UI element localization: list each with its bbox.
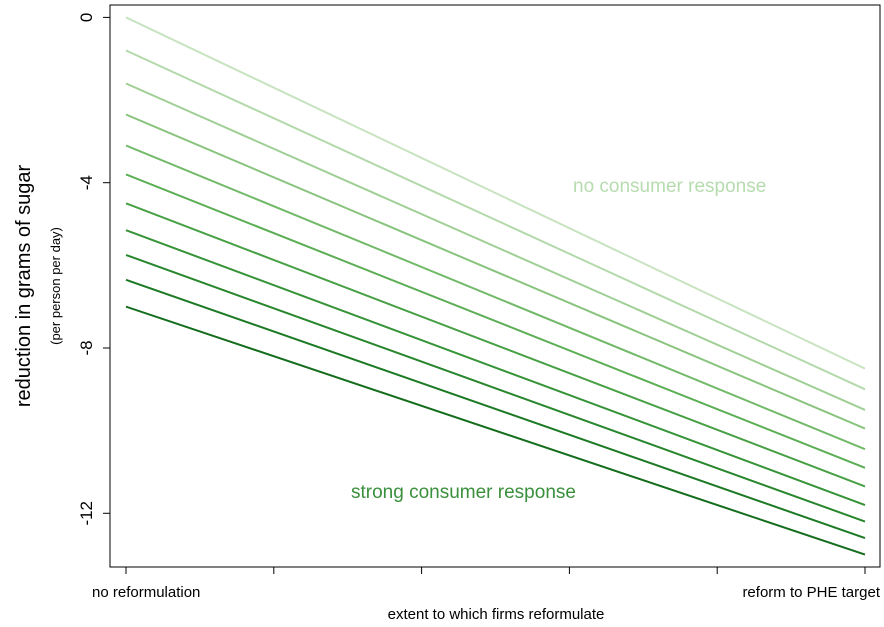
series-line-4 xyxy=(125,113,866,430)
annotation-no-response: no consumer response xyxy=(573,176,766,197)
y-ticks: 0 -4 -8 -12 xyxy=(77,13,110,526)
y-tick-label: -4 xyxy=(77,175,96,190)
y-tick-label: -12 xyxy=(77,501,96,526)
series-line-8 xyxy=(125,229,866,506)
y-tick-label: -8 xyxy=(77,340,96,355)
series-line-9 xyxy=(125,254,866,523)
x-ticks: no reformulation reform to PHE target xyxy=(92,567,881,601)
series-layer xyxy=(125,16,866,556)
y-axis-label: reduction in grams of sugar xyxy=(13,164,35,407)
series-line-11 xyxy=(125,305,866,556)
series-line-7 xyxy=(125,202,866,488)
plot-frame xyxy=(109,4,881,568)
series-line-1 xyxy=(125,16,866,370)
series-line-2 xyxy=(125,49,866,391)
series-line-6 xyxy=(125,173,866,469)
annotation-strong-response: strong consumer response xyxy=(351,482,576,503)
x-axis-label: extent to which firms reformulate xyxy=(388,606,605,623)
series-line-10 xyxy=(125,278,866,540)
y-axis-sublabel: (per person per day) xyxy=(48,227,63,345)
x-tick-label: reform to PHE target xyxy=(742,584,880,601)
series-line-5 xyxy=(125,144,866,451)
x-tick-label: no reformulation xyxy=(92,584,200,601)
series-line-3 xyxy=(125,82,866,411)
y-tick-label: 0 xyxy=(77,13,96,22)
